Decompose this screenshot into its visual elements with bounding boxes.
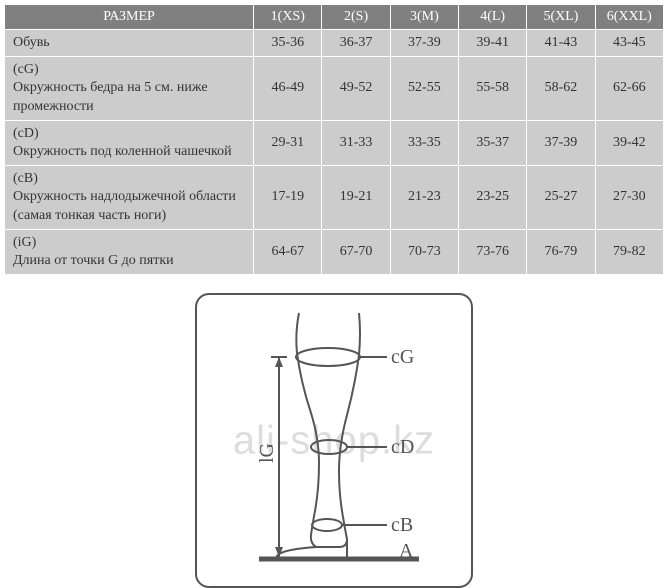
cell: 43-45 [595, 30, 663, 57]
cell: 25-27 [527, 166, 595, 230]
size-table: РАЗМЕР 1(XS) 2(S) 3(M) 4(L) 5(XL) 6(XXL)… [4, 4, 664, 275]
cb-label: cB [391, 514, 413, 536]
cb-ring [312, 519, 342, 531]
cd-label: cD [391, 436, 414, 458]
cell: 23-25 [459, 166, 527, 230]
cell: 64-67 [254, 229, 322, 274]
cell: 52-55 [390, 57, 458, 121]
table-row: (iG)Длина от точки G до пятки64-6767-707… [5, 229, 664, 274]
a-label: A [399, 540, 414, 562]
cell: 79-82 [595, 229, 663, 274]
cell: 29-31 [254, 120, 322, 165]
table-row: (cB)Окружность надлодыжечной области (са… [5, 166, 664, 230]
cell: 27-30 [595, 166, 663, 230]
row-label: (cB)Окружность надлодыжечной области (са… [5, 166, 254, 230]
hdr-6: 6(XXL) [595, 5, 663, 30]
lg-arrow-up [275, 357, 283, 367]
cg-label: cG [391, 346, 414, 368]
cell: 31-33 [322, 120, 390, 165]
row-label: (iG)Длина от точки G до пятки [5, 229, 254, 274]
cell: 67-70 [322, 229, 390, 274]
cell: 36-37 [322, 30, 390, 57]
cell: 35-37 [459, 120, 527, 165]
cell: 21-23 [390, 166, 458, 230]
cell: 39-42 [595, 120, 663, 165]
cell: 19-21 [322, 166, 390, 230]
leg-svg: cG cD cB A lG [219, 311, 449, 571]
cell: 49-52 [322, 57, 390, 121]
cell: 33-35 [390, 120, 458, 165]
row-label: (cG)Окружность бедра на 5 см. ниже проме… [5, 57, 254, 121]
cell: 17-19 [254, 166, 322, 230]
table-row: Обувь35-3636-3737-3939-4141-4343-45 [5, 30, 664, 57]
hdr-4: 4(L) [459, 5, 527, 30]
cell: 55-58 [459, 57, 527, 121]
cell: 41-43 [527, 30, 595, 57]
row-label: (cD)Окружность под коленной чашечкой [5, 120, 254, 165]
cell: 76-79 [527, 229, 595, 274]
cg-ring [296, 348, 360, 366]
diagram-container: ali-shop.kz cG cD cB A [0, 293, 668, 588]
hdr-1: 1(XS) [254, 5, 322, 30]
cell: 58-62 [527, 57, 595, 121]
cell: 35-36 [254, 30, 322, 57]
leg-diagram: cG cD cB A lG [195, 293, 473, 588]
cell: 70-73 [390, 229, 458, 274]
cell: 37-39 [527, 120, 595, 165]
cell: 37-39 [390, 30, 458, 57]
row-label: Обувь [5, 30, 254, 57]
cell: 62-66 [595, 57, 663, 121]
cell: 46-49 [254, 57, 322, 121]
table-row: (cD)Окружность под коленной чашечкой29-3… [5, 120, 664, 165]
hdr-3: 3(M) [390, 5, 458, 30]
cell: 73-76 [459, 229, 527, 274]
lg-label: lG [256, 443, 278, 463]
table-body: Обувь35-3636-3737-3939-4141-4343-45(cG)О… [5, 30, 664, 275]
table-row: (cG)Окружность бедра на 5 см. ниже проме… [5, 57, 664, 121]
header-row: РАЗМЕР 1(XS) 2(S) 3(M) 4(L) 5(XL) 6(XXL) [5, 5, 664, 30]
cell: 39-41 [459, 30, 527, 57]
hdr-2: 2(S) [322, 5, 390, 30]
hdr-size: РАЗМЕР [5, 5, 254, 30]
hdr-5: 5(XL) [527, 5, 595, 30]
